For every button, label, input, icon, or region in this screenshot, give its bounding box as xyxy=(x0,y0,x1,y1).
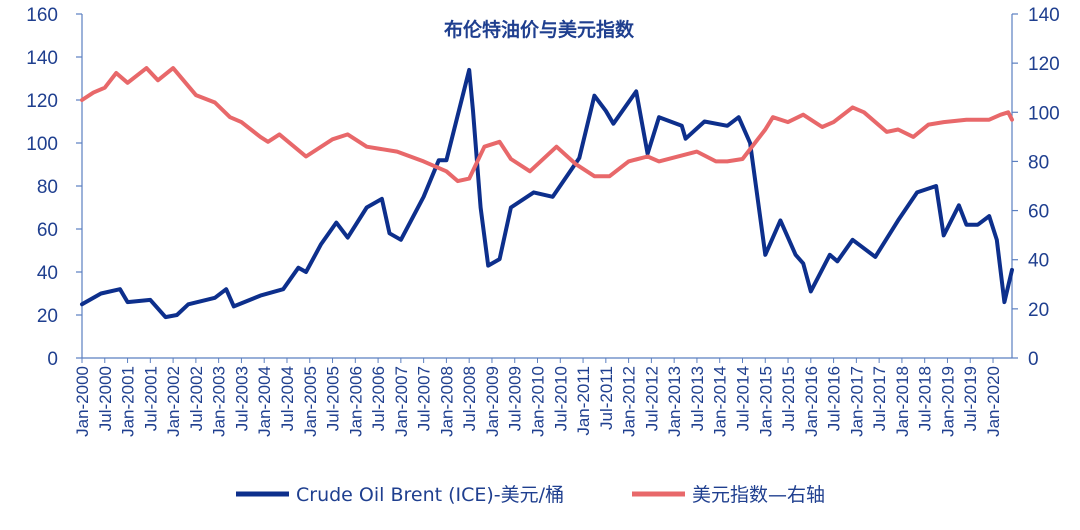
right-y-tick-label: 20 xyxy=(1028,300,1049,321)
x-tick-label: Jul-2009 xyxy=(506,366,525,431)
legend: Crude Oil Brent (ICE)-美元/桶 美元指数—右轴 xyxy=(236,484,825,506)
x-tick-label: Jul-2005 xyxy=(324,366,343,431)
x-tick-label: Jul-2017 xyxy=(870,366,889,431)
x-tick-label: Jan-2018 xyxy=(893,366,912,437)
right-y-tick-label: 140 xyxy=(1028,5,1060,26)
x-tick-label: Jul-2000 xyxy=(96,366,115,431)
x-tick-label: Jul-2006 xyxy=(369,366,388,431)
x-tick-label: Jan-2012 xyxy=(620,366,639,437)
left-y-tick-label: 80 xyxy=(37,177,58,198)
x-tick-label: Jan-2010 xyxy=(529,366,548,437)
series-line-brent xyxy=(80,67,1014,320)
x-tick-label: Jan-2002 xyxy=(164,366,183,437)
right-y-tick-label: 60 xyxy=(1028,202,1049,223)
x-tick-label: Jan-2008 xyxy=(437,366,456,437)
right-y-tick-label: 100 xyxy=(1028,103,1060,124)
right-y-tick-label: 0 xyxy=(1028,349,1039,370)
x-tick-label: Jul-2001 xyxy=(141,366,160,431)
left-y-tick-label: 120 xyxy=(26,91,58,112)
right-y-axis-ticks: 0 20 40 60 80 100 120 140 xyxy=(1012,5,1060,370)
x-tick-label: Jul-2010 xyxy=(551,366,570,431)
x-tick-label: Jan-2017 xyxy=(847,366,866,437)
right-y-tick-label: 80 xyxy=(1028,152,1049,173)
x-tick-label: Jan-2000 xyxy=(73,366,92,437)
x-tick-label: Jul-2012 xyxy=(642,366,661,431)
left-y-tick-label: 140 xyxy=(26,48,58,69)
x-tick-label: Jan-2015 xyxy=(756,366,775,437)
left-y-tick-label: 60 xyxy=(37,220,58,241)
series-line-usd-index xyxy=(80,66,1014,184)
x-tick-label: Jul-2018 xyxy=(916,366,935,431)
x-tick-label: Jan-2004 xyxy=(255,366,274,437)
x-tick-label: Jul-2015 xyxy=(779,366,798,431)
x-tick-label: Jan-2001 xyxy=(119,366,138,437)
legend-label-brent: Crude Oil Brent (ICE)-美元/桶 xyxy=(296,484,564,506)
x-tick-label: Jul-2019 xyxy=(961,366,980,431)
x-tick-label: Jan-2006 xyxy=(346,366,365,437)
x-tick-label: Jul-2011 xyxy=(597,366,616,430)
series-layer xyxy=(80,66,1014,320)
x-tick-label: Jul-2016 xyxy=(825,366,844,431)
x-tick-label: Jul-2007 xyxy=(415,366,434,431)
right-y-tick-label: 40 xyxy=(1028,251,1049,272)
x-tick-label: Jul-2003 xyxy=(232,366,251,431)
x-tick-label: Jul-2014 xyxy=(733,366,752,431)
left-y-tick-label: 160 xyxy=(26,5,58,26)
left-y-tick-label: 20 xyxy=(37,306,58,327)
legend-label-usd-index: 美元指数—右轴 xyxy=(692,484,825,506)
x-tick-label: Jan-2016 xyxy=(802,366,821,437)
axes-layer xyxy=(81,14,1013,359)
chart-title: 布伦特油价与美元指数 xyxy=(444,18,635,41)
x-tick-label: Jan-2009 xyxy=(483,366,502,437)
x-tick-label: Jan-2019 xyxy=(938,366,957,437)
left-y-tick-label: 0 xyxy=(47,349,58,370)
right-y-tick-label: 120 xyxy=(1028,54,1060,75)
x-tick-label: Jan-2007 xyxy=(392,366,411,437)
x-tick-label: Jul-2013 xyxy=(688,366,707,431)
x-tick-label: Jan-2013 xyxy=(665,366,684,437)
x-tick-label: Jan-2005 xyxy=(301,366,320,437)
x-tick-label: Jan-2011 xyxy=(574,366,593,436)
x-tick-label: Jul-2004 xyxy=(278,366,297,431)
x-axis-ticks: Jan-2000 Jul-2000 Jan-2001 Jul-2001 Jan-2002… xyxy=(73,358,1003,437)
left-y-axis-ticks: 0 20 40 60 80 100 120 140 160 xyxy=(26,5,82,370)
x-tick-label: Jan-2003 xyxy=(210,366,229,437)
x-tick-label: Jul-2002 xyxy=(187,366,206,431)
left-y-tick-label: 100 xyxy=(26,134,58,155)
x-tick-label: Jul-2008 xyxy=(460,366,479,431)
x-tick-label: Jan-2020 xyxy=(984,366,1003,437)
left-y-tick-label: 40 xyxy=(37,263,58,284)
x-tick-label: Jan-2014 xyxy=(711,366,730,437)
